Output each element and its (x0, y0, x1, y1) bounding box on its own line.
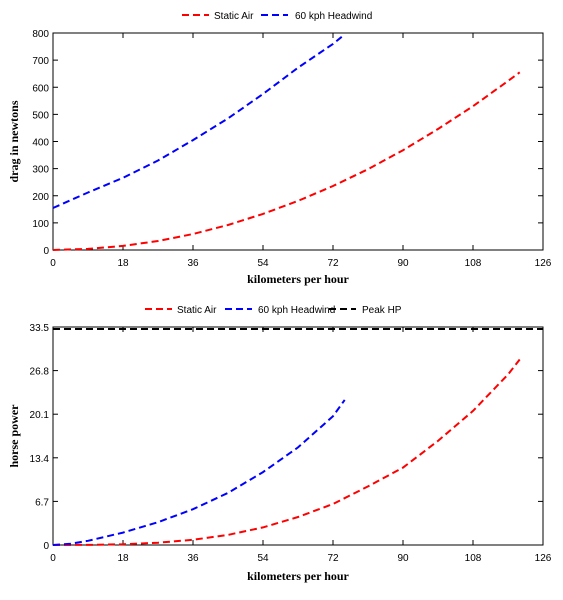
x-tick-label: 90 (397, 553, 409, 564)
x-tick-label: 54 (257, 553, 269, 564)
x-tick-label: 0 (50, 258, 56, 269)
x-tick-label: 18 (117, 258, 129, 269)
x-tick-label: 72 (327, 553, 339, 564)
legend-label: Static Air (214, 11, 254, 22)
x-tick-label: 0 (50, 553, 56, 564)
y-tick-label: 800 (32, 29, 49, 40)
x-tick-label: 36 (187, 553, 199, 564)
y-tick-label: 700 (32, 56, 49, 67)
chart-1: 0 18 36 54 72 90 108 126 0 100 200 300 400 500 600 700 8… (7, 11, 552, 286)
legend-label: Peak HP (362, 305, 402, 316)
y-tick-label: 26.8 (30, 367, 50, 378)
y-axis-label: drag in newtons (7, 100, 21, 182)
x-axis-label: kilometers per hour (247, 272, 349, 286)
series-line-static-air (52, 358, 521, 546)
x-tick-label: 126 (535, 258, 552, 269)
y-tick-label: 200 (32, 192, 49, 203)
y-tick-label: 300 (32, 165, 49, 176)
x-tick-label: 54 (257, 258, 269, 269)
x-tick-label: 90 (397, 258, 409, 269)
chart-2: 0 18 36 54 72 90 108 126 0 6.7 13.4 20.1 26.8 33.5 Sta… (7, 305, 552, 583)
legend-label: 60 kph Headwind (295, 11, 372, 22)
x-tick-label: 108 (465, 258, 482, 269)
x-tick-label: 126 (535, 553, 552, 564)
legend: Static Air 60 kph Headwind Peak HP (145, 305, 402, 316)
legend-label: 60 kph Headwind (258, 305, 335, 316)
x-axis-label: kilometers per hour (247, 569, 349, 583)
y-tick-label: 500 (32, 110, 49, 121)
x-tick-label: 36 (187, 258, 199, 269)
series-line-static-air (52, 71, 521, 251)
y-axis-label: horse power (7, 404, 21, 468)
x-tick-label: 18 (117, 553, 129, 564)
y-tick-label: 600 (32, 83, 49, 94)
series-line-60-kph-headwind (52, 399, 346, 546)
y-tick-label: 13.4 (30, 454, 50, 465)
y-tick-label: 6.7 (35, 497, 49, 508)
legend-label: Static Air (177, 305, 217, 316)
plot-frame (52, 32, 544, 251)
y-tick-label: 0 (43, 541, 49, 552)
x-tick-label: 108 (465, 553, 482, 564)
series-line-60-kph-headwind (52, 33, 346, 209)
y-tick-label: 100 (32, 219, 49, 230)
x-tick-label: 72 (327, 258, 339, 269)
legend: Static Air 60 kph Headwind (182, 11, 372, 22)
y-tick-label: 33.5 (30, 323, 50, 334)
y-tick-label: 20.1 (30, 410, 50, 421)
y-tick-label: 400 (32, 138, 49, 149)
y-tick-label: 0 (43, 246, 49, 257)
plot-frame (52, 326, 544, 546)
